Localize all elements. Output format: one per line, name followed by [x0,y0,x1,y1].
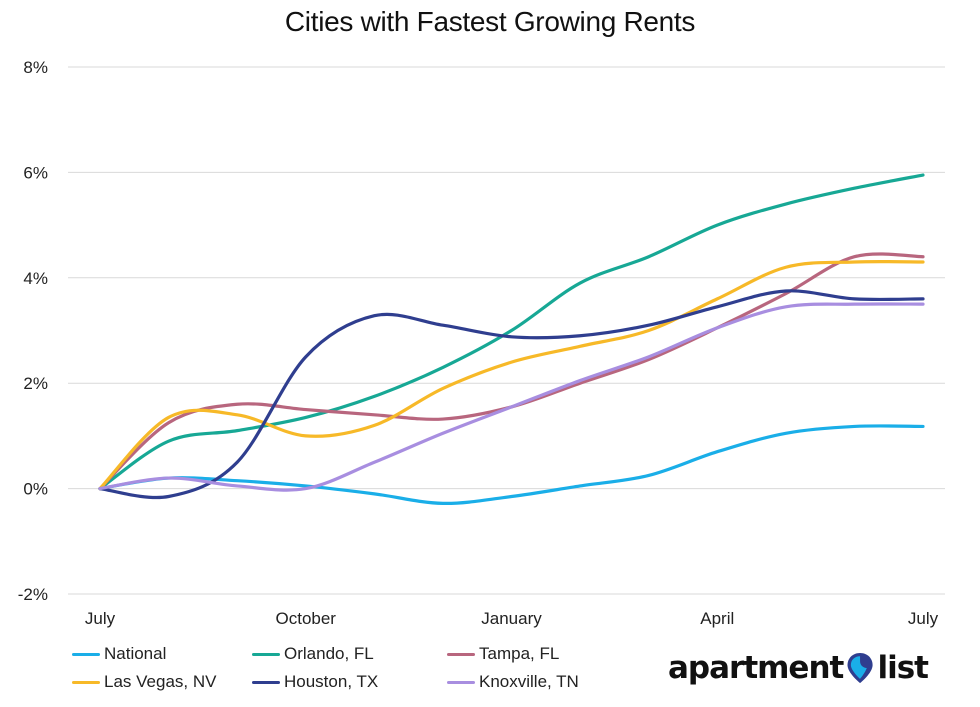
logo-text-right: list [877,650,929,686]
line-chart: -2% 0% 2% 4% 6% 8% July October January April July [18,58,945,628]
series-line-national [98,424,925,505]
y-tick-label: 6% [23,163,48,182]
series-line-orlando-fl [98,173,925,491]
legend-swatch [252,652,280,656]
legend-label: Orlando, FL [284,644,374,663]
legend-label: Knoxville, TN [479,672,579,691]
legend-swatch [72,680,100,684]
chart-legend: National Orlando, FL Tampa, FL Las Vegas, N… [72,644,632,700]
x-tick-label: October [276,609,337,628]
series-line-knoxville-tn [98,302,925,492]
chart-title: Cities with Fastest Growing Rents [284,6,696,37]
logo-text-left: apartment [668,650,844,686]
series-line-tampa-fl [98,252,925,491]
legend-swatch [447,652,475,656]
legend-item-national: National [72,644,166,664]
x-tick-label: April [700,609,734,628]
legend-item-orlando-fl: Orlando, FL [252,644,374,664]
x-tick-label: January [481,609,542,628]
y-tick-label: 0% [23,480,48,499]
legend-label: Tampa, FL [479,644,560,663]
legend-item-knoxville-tn: Knoxville, TN [447,672,579,692]
legend-label: Las Vegas, NV [104,672,217,691]
legend-label: National [104,644,167,663]
x-tick-label: July [85,609,116,628]
y-tick-label: 8% [23,58,48,77]
legend-label: Houston, TX [284,672,379,691]
legend-swatch [72,652,100,656]
legend-item-houston-tx: Houston, TX [252,672,378,692]
legend-item-tampa-fl: Tampa, FL [447,644,559,664]
series-line-las-vegas-nv [98,259,925,491]
legend-swatch [447,680,475,684]
legend-item-las-vegas-nv: Las Vegas, NV [72,672,216,692]
y-tick-label: -2% [18,585,48,604]
apartment-list-logo: apartment list [668,644,929,692]
legend-swatch [252,680,280,684]
map-pin-icon [847,652,873,684]
x-tick-label: July [908,609,939,628]
series-line-houston-tx [98,289,925,500]
y-tick-label: 2% [23,374,48,393]
y-tick-label: 4% [23,269,48,288]
